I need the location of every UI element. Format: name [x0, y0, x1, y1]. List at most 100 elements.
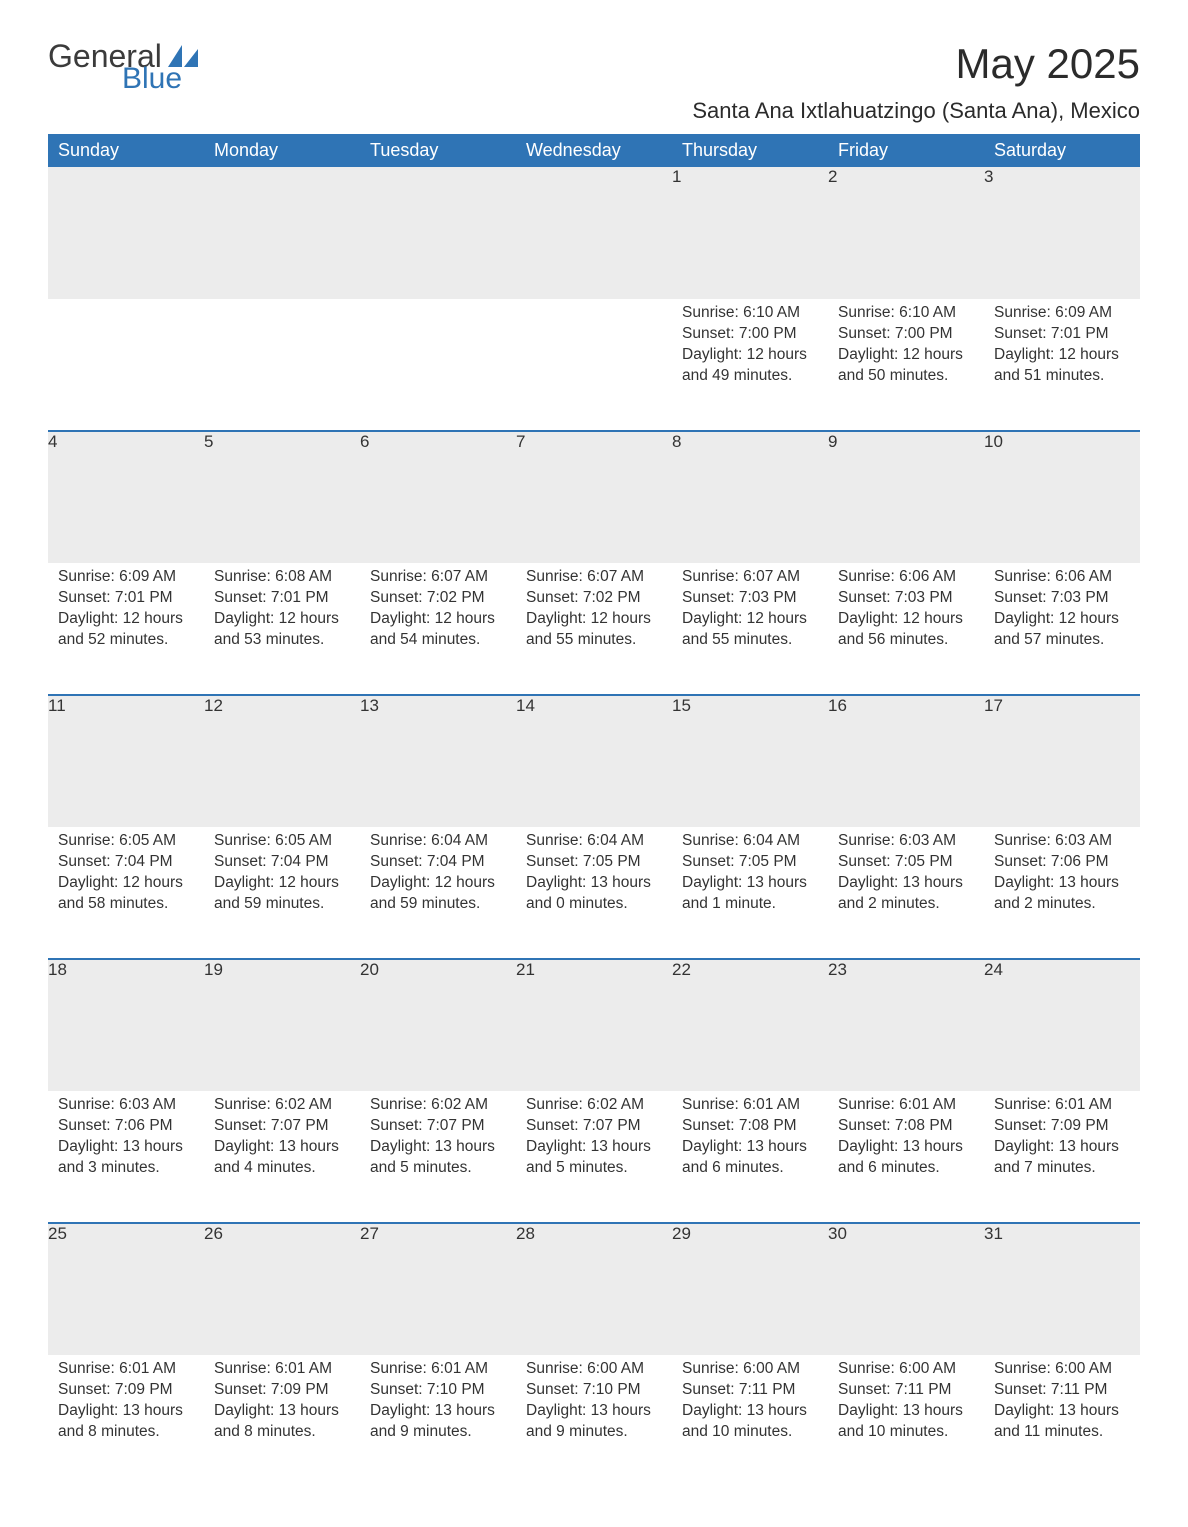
sunset-line: Sunset: 7:03 PM: [838, 588, 974, 609]
day-number-cell: 25: [48, 1223, 204, 1355]
sunrise-line: Sunrise: 6:01 AM: [58, 1359, 194, 1380]
sunset-line: Sunset: 7:03 PM: [682, 588, 818, 609]
sunset-line: Sunset: 7:08 PM: [838, 1116, 974, 1137]
daylight-line: Daylight: 13 hours and 8 minutes.: [58, 1401, 194, 1443]
day-details: Sunrise: 6:06 AMSunset: 7:03 PMDaylight:…: [984, 563, 1140, 665]
day-number-cell: 20: [360, 959, 516, 1091]
sunrise-line: Sunrise: 6:02 AM: [526, 1095, 662, 1116]
day-number-cell: 24: [984, 959, 1140, 1091]
day-number-cell: 16: [828, 695, 984, 827]
brand-word2: Blue: [122, 64, 198, 94]
day-body-cell: Sunrise: 6:01 AMSunset: 7:08 PMDaylight:…: [828, 1091, 984, 1223]
daylight-line: Daylight: 13 hours and 3 minutes.: [58, 1137, 194, 1179]
day-body-cell: Sunrise: 6:03 AMSunset: 7:06 PMDaylight:…: [984, 827, 1140, 959]
weekday-header: Friday: [828, 134, 984, 167]
day-body-row: Sunrise: 6:10 AMSunset: 7:00 PMDaylight:…: [48, 299, 1140, 431]
day-body-cell: Sunrise: 6:04 AMSunset: 7:05 PMDaylight:…: [672, 827, 828, 959]
day-body-cell: Sunrise: 6:00 AMSunset: 7:10 PMDaylight:…: [516, 1355, 672, 1487]
day-body-cell: [516, 299, 672, 431]
day-body-cell: Sunrise: 6:10 AMSunset: 7:00 PMDaylight:…: [672, 299, 828, 431]
daylight-line: Daylight: 13 hours and 7 minutes.: [994, 1137, 1130, 1179]
sunset-line: Sunset: 7:03 PM: [994, 588, 1130, 609]
day-number-cell: 30: [828, 1223, 984, 1355]
daylight-line: Daylight: 12 hours and 59 minutes.: [214, 873, 350, 915]
sunrise-line: Sunrise: 6:10 AM: [838, 303, 974, 324]
daylight-line: Daylight: 13 hours and 9 minutes.: [370, 1401, 506, 1443]
day-body-row: Sunrise: 6:09 AMSunset: 7:01 PMDaylight:…: [48, 563, 1140, 695]
day-number-cell: 15: [672, 695, 828, 827]
day-details: Sunrise: 6:09 AMSunset: 7:01 PMDaylight:…: [984, 299, 1140, 401]
weekday-header: Sunday: [48, 134, 204, 167]
sunset-line: Sunset: 7:10 PM: [526, 1380, 662, 1401]
day-number-cell: 26: [204, 1223, 360, 1355]
sunrise-line: Sunrise: 6:01 AM: [370, 1359, 506, 1380]
daylight-line: Daylight: 12 hours and 49 minutes.: [682, 345, 818, 387]
sunset-line: Sunset: 7:11 PM: [838, 1380, 974, 1401]
day-body-cell: Sunrise: 6:07 AMSunset: 7:02 PMDaylight:…: [516, 563, 672, 695]
day-number-cell: 3: [984, 167, 1140, 299]
day-details: Sunrise: 6:01 AMSunset: 7:08 PMDaylight:…: [672, 1091, 828, 1193]
day-details: Sunrise: 6:06 AMSunset: 7:03 PMDaylight:…: [828, 563, 984, 665]
sunrise-line: Sunrise: 6:07 AM: [526, 567, 662, 588]
day-body-cell: Sunrise: 6:00 AMSunset: 7:11 PMDaylight:…: [984, 1355, 1140, 1487]
weekday-header: Tuesday: [360, 134, 516, 167]
daylight-line: Daylight: 13 hours and 8 minutes.: [214, 1401, 350, 1443]
sunset-line: Sunset: 7:04 PM: [370, 852, 506, 873]
day-details: Sunrise: 6:01 AMSunset: 7:09 PMDaylight:…: [984, 1091, 1140, 1193]
daylight-line: Daylight: 13 hours and 2 minutes.: [994, 873, 1130, 915]
weekday-header: Wednesday: [516, 134, 672, 167]
daylight-line: Daylight: 12 hours and 59 minutes.: [370, 873, 506, 915]
daylight-line: Daylight: 12 hours and 57 minutes.: [994, 609, 1130, 651]
daylight-line: Daylight: 12 hours and 56 minutes.: [838, 609, 974, 651]
daylight-line: Daylight: 13 hours and 9 minutes.: [526, 1401, 662, 1443]
sunset-line: Sunset: 7:00 PM: [682, 324, 818, 345]
day-number-cell: 12: [204, 695, 360, 827]
day-details: Sunrise: 6:00 AMSunset: 7:10 PMDaylight:…: [516, 1355, 672, 1457]
daylight-line: Daylight: 13 hours and 4 minutes.: [214, 1137, 350, 1179]
day-body-cell: Sunrise: 6:01 AMSunset: 7:09 PMDaylight:…: [48, 1355, 204, 1487]
day-details: Sunrise: 6:04 AMSunset: 7:05 PMDaylight:…: [672, 827, 828, 929]
day-details: Sunrise: 6:03 AMSunset: 7:06 PMDaylight:…: [48, 1091, 204, 1193]
day-details: Sunrise: 6:05 AMSunset: 7:04 PMDaylight:…: [48, 827, 204, 929]
sunrise-line: Sunrise: 6:01 AM: [214, 1359, 350, 1380]
day-details: Sunrise: 6:01 AMSunset: 7:10 PMDaylight:…: [360, 1355, 516, 1457]
day-body-cell: Sunrise: 6:02 AMSunset: 7:07 PMDaylight:…: [360, 1091, 516, 1223]
day-body-row: Sunrise: 6:03 AMSunset: 7:06 PMDaylight:…: [48, 1091, 1140, 1223]
day-body-cell: Sunrise: 6:02 AMSunset: 7:07 PMDaylight:…: [516, 1091, 672, 1223]
daylight-line: Daylight: 13 hours and 1 minute.: [682, 873, 818, 915]
sunset-line: Sunset: 7:00 PM: [838, 324, 974, 345]
day-body-cell: Sunrise: 6:01 AMSunset: 7:09 PMDaylight:…: [204, 1355, 360, 1487]
day-body-cell: Sunrise: 6:06 AMSunset: 7:03 PMDaylight:…: [828, 563, 984, 695]
day-details: Sunrise: 6:05 AMSunset: 7:04 PMDaylight:…: [204, 827, 360, 929]
sunrise-line: Sunrise: 6:10 AM: [682, 303, 818, 324]
sunrise-line: Sunrise: 6:00 AM: [526, 1359, 662, 1380]
day-details: Sunrise: 6:08 AMSunset: 7:01 PMDaylight:…: [204, 563, 360, 665]
sunset-line: Sunset: 7:07 PM: [526, 1116, 662, 1137]
daylight-line: Daylight: 13 hours and 6 minutes.: [682, 1137, 818, 1179]
day-details: Sunrise: 6:04 AMSunset: 7:04 PMDaylight:…: [360, 827, 516, 929]
sunset-line: Sunset: 7:07 PM: [370, 1116, 506, 1137]
day-number-cell: 13: [360, 695, 516, 827]
sunset-line: Sunset: 7:04 PM: [214, 852, 350, 873]
day-number-cell: 6: [360, 431, 516, 563]
sunset-line: Sunset: 7:05 PM: [526, 852, 662, 873]
sunset-line: Sunset: 7:11 PM: [682, 1380, 818, 1401]
weekday-header-row: SundayMondayTuesdayWednesdayThursdayFrid…: [48, 134, 1140, 167]
day-number-cell: 11: [48, 695, 204, 827]
sunrise-line: Sunrise: 6:06 AM: [838, 567, 974, 588]
day-body-row: Sunrise: 6:05 AMSunset: 7:04 PMDaylight:…: [48, 827, 1140, 959]
sunrise-line: Sunrise: 6:06 AM: [994, 567, 1130, 588]
sunset-line: Sunset: 7:06 PM: [58, 1116, 194, 1137]
daylight-line: Daylight: 13 hours and 10 minutes.: [838, 1401, 974, 1443]
sunset-line: Sunset: 7:11 PM: [994, 1380, 1130, 1401]
sunrise-line: Sunrise: 6:04 AM: [526, 831, 662, 852]
brand-logo: General Blue: [48, 40, 198, 94]
daylight-line: Daylight: 12 hours and 58 minutes.: [58, 873, 194, 915]
day-number-cell: 7: [516, 431, 672, 563]
sunrise-line: Sunrise: 6:09 AM: [58, 567, 194, 588]
weekday-header: Thursday: [672, 134, 828, 167]
day-number-cell: 1: [672, 167, 828, 299]
day-details: Sunrise: 6:01 AMSunset: 7:09 PMDaylight:…: [204, 1355, 360, 1457]
sunset-line: Sunset: 7:05 PM: [682, 852, 818, 873]
sunrise-line: Sunrise: 6:03 AM: [58, 1095, 194, 1116]
